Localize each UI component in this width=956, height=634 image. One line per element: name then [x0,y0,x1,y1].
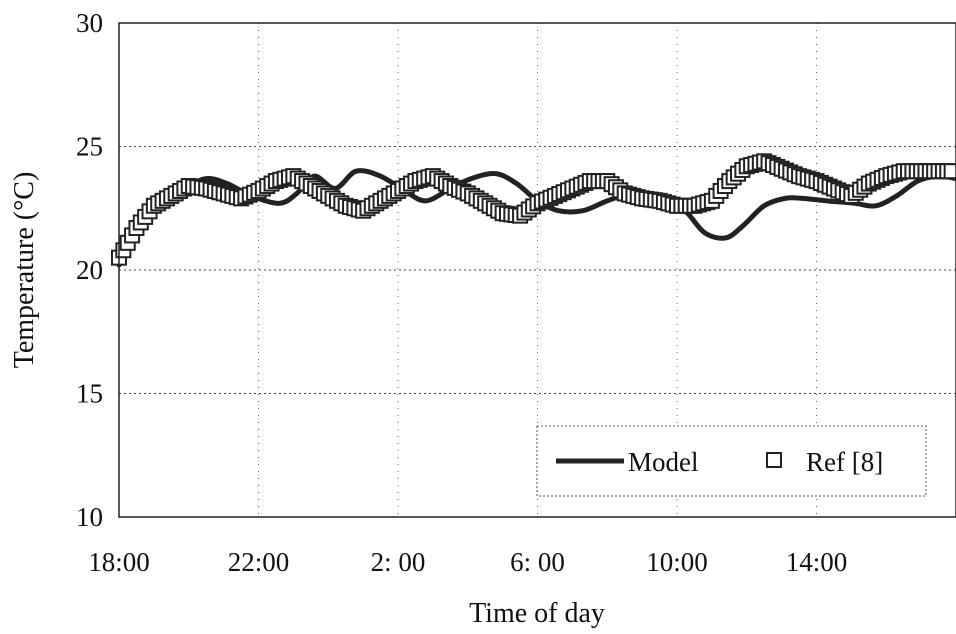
ref-marker [943,163,956,180]
series-layer [111,153,956,268]
y-tick-label: 10 [76,502,103,532]
y-tick-label: 30 [76,8,103,38]
series-ref-markers [111,153,956,266]
y-axis-title: Temperature (°C) [9,172,40,369]
legend: Model Ref [8] [536,425,927,497]
legend-ref-label: Ref [8] [806,447,883,477]
y-tick-label: 25 [76,132,103,162]
x-tick-label: 22:00 [228,547,290,577]
y-tick-label: 15 [76,379,103,409]
tick-labels: 10 15 20 25 30 18:00 22:00 2: 00 6: 00 10:00 14:00 [76,8,847,577]
plot-frame [118,22,956,518]
legend-model-label: Model [628,447,699,477]
x-tick-label: 14:00 [786,547,848,577]
x-tick-label: 10:00 [646,547,708,577]
x-axis-title: Time of day [469,598,605,629]
x-tick-label: 18:00 [88,547,150,577]
x-tick-label: 2: 00 [371,547,426,577]
x-tick-label: 6: 00 [510,547,565,577]
y-tick-label: 20 [76,255,103,285]
legend-ref-swatch [766,452,782,468]
